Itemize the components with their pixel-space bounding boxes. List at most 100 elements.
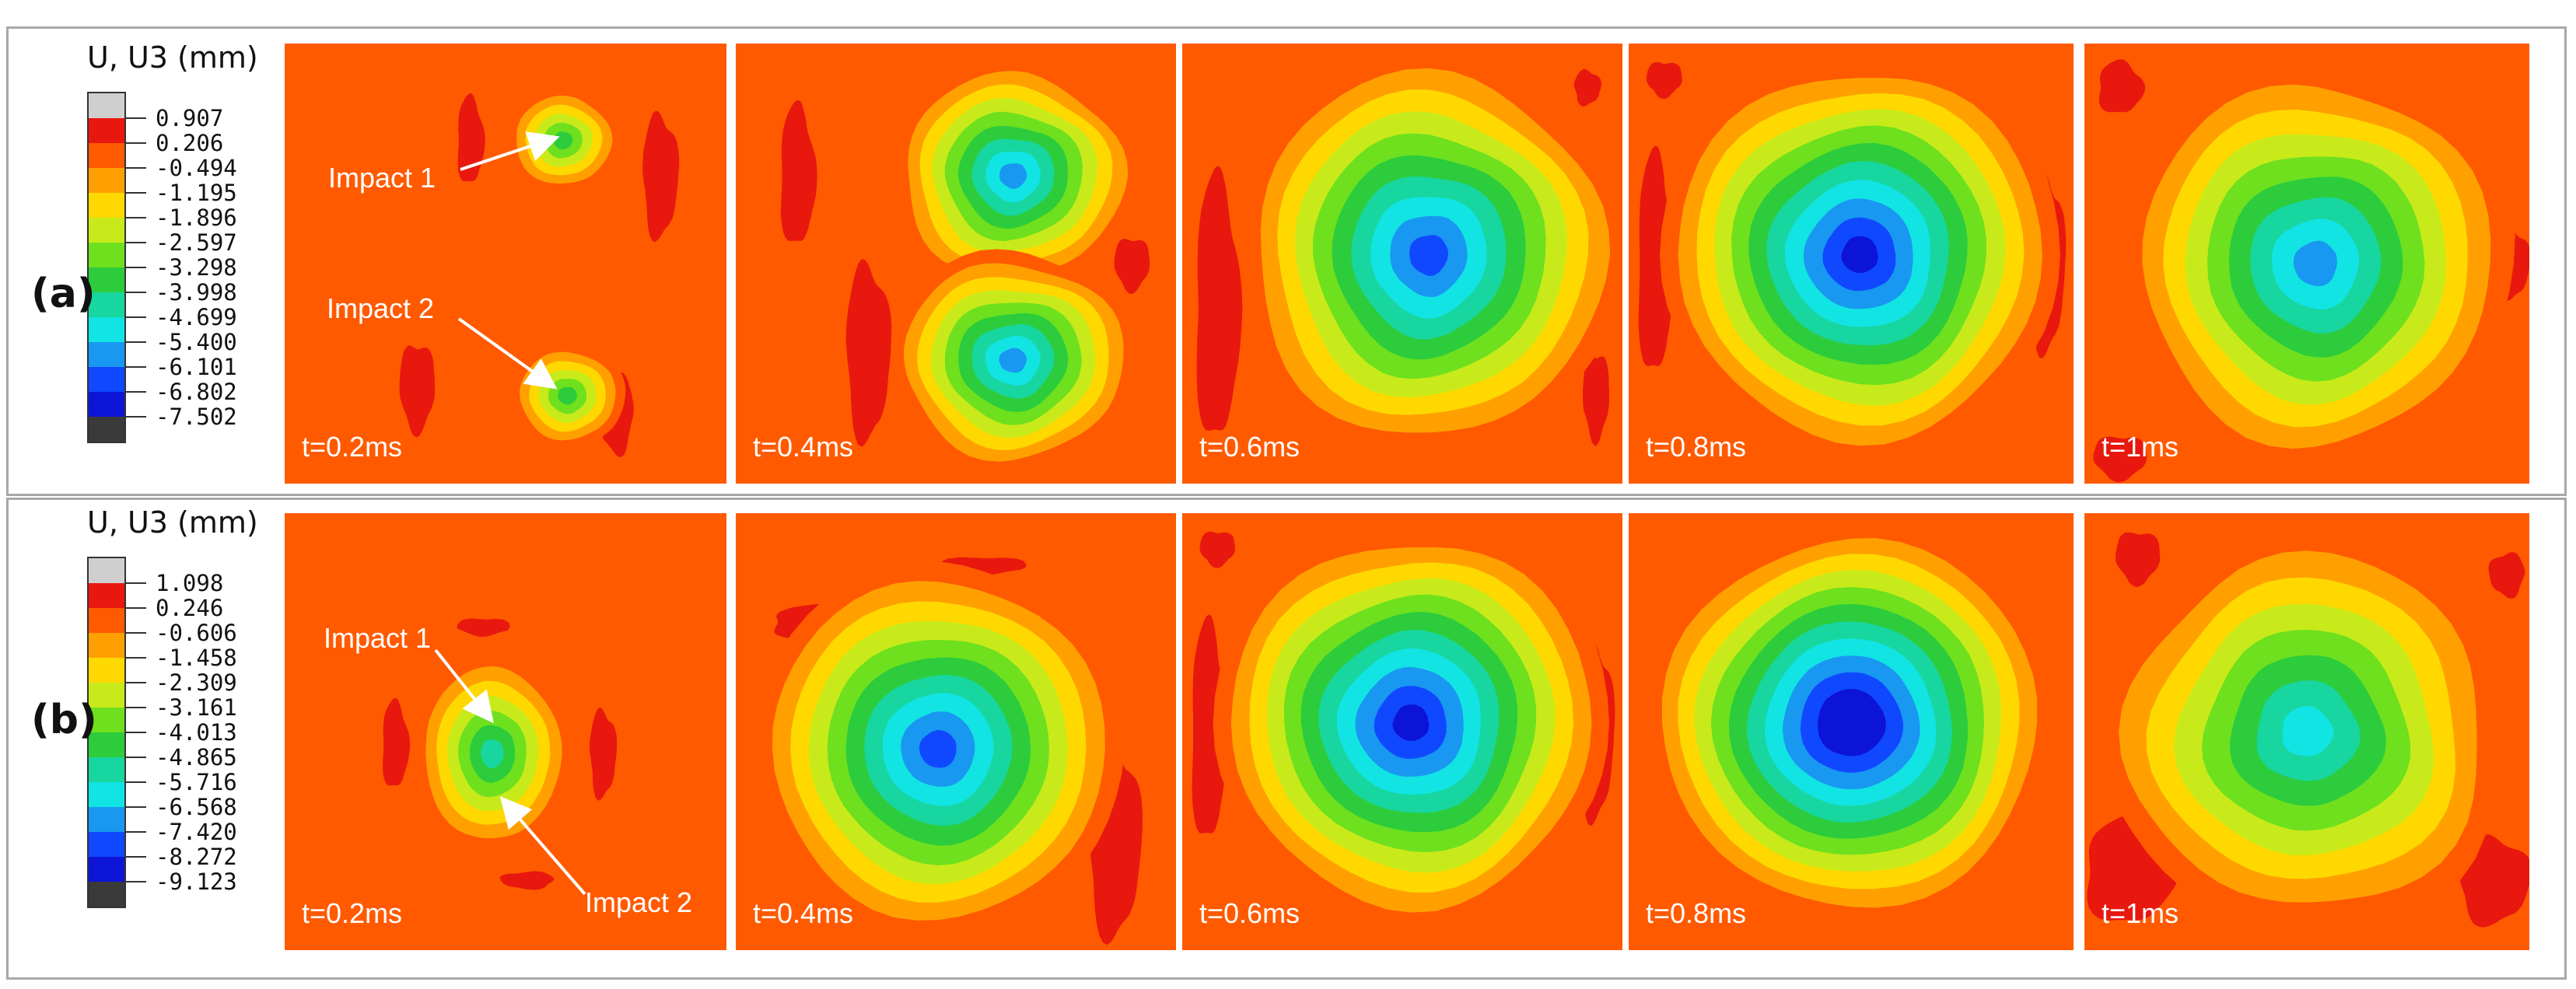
contour-plot xyxy=(1629,44,2074,484)
legend-swatch xyxy=(89,807,124,832)
contour-panel-a-1: t=0.2ms xyxy=(285,44,726,484)
red-lobe xyxy=(1646,61,1682,100)
contour-plot xyxy=(736,44,1176,484)
legend-tick xyxy=(124,632,146,634)
legend-tick xyxy=(124,757,146,758)
contour-panel-b-4: t=0.8ms xyxy=(1629,513,2074,950)
legend-swatch xyxy=(89,342,124,367)
annotation-impact-2-a: Impact 2 xyxy=(327,292,435,324)
legend-swatch xyxy=(89,218,124,243)
legend-tick xyxy=(124,707,146,708)
time-label: t=0.4ms xyxy=(753,897,854,929)
legend-value: -3.298 xyxy=(156,254,237,281)
legend-value: -3.161 xyxy=(156,694,237,721)
legend-title-b: U, U3 (mm) xyxy=(87,505,258,540)
annotation-impact-1-a: Impact 1 xyxy=(328,162,436,194)
legend-value: -6.802 xyxy=(156,379,237,405)
contour-band xyxy=(999,348,1027,373)
contour-plot xyxy=(2084,513,2529,950)
legend-value: -5.716 xyxy=(156,769,237,795)
time-label: t=0.6ms xyxy=(1199,897,1300,929)
contour-plot xyxy=(1182,44,1622,484)
red-lobe xyxy=(1114,239,1150,295)
annotation-impact-1-b: Impact 1 xyxy=(324,622,432,654)
legend-value: -9.123 xyxy=(156,868,237,895)
contour-band xyxy=(2282,705,2334,757)
contour-plot xyxy=(285,44,726,484)
legend-tick xyxy=(124,831,146,833)
legend-swatch xyxy=(89,243,124,267)
contour-plot xyxy=(736,513,1176,950)
red-lobe xyxy=(589,708,618,801)
red-lobe xyxy=(2116,532,2161,587)
legend-swatch xyxy=(89,118,124,143)
legend-tick xyxy=(124,292,146,293)
contour-band xyxy=(1392,704,1430,741)
legend-tick xyxy=(124,142,146,144)
legend-tick xyxy=(124,341,146,343)
contour-plot xyxy=(1182,513,1622,950)
legend-tick xyxy=(124,682,146,683)
legend-tick xyxy=(124,242,146,243)
legend-value: 0.907 xyxy=(156,105,224,131)
red-lobe xyxy=(1573,68,1601,107)
contour-panel-a-2: t=0.4ms xyxy=(736,44,1176,484)
legend-value: -1.458 xyxy=(156,645,237,671)
contour-band xyxy=(1409,235,1448,276)
contour-panel-b-2: t=0.4ms xyxy=(736,513,1176,950)
legend-tick xyxy=(124,391,146,393)
legend-tick xyxy=(124,607,146,609)
red-lobe xyxy=(2459,834,2529,928)
contour-band xyxy=(481,739,504,769)
contour-band xyxy=(999,163,1027,189)
contour-band xyxy=(1834,705,1869,740)
legend-swatch xyxy=(89,367,124,392)
legend-tick xyxy=(124,192,146,194)
legend-value: -1.896 xyxy=(156,204,237,231)
contour-panel-a-3: t=0.6ms xyxy=(1182,44,1622,484)
legend-tick xyxy=(124,366,146,368)
legend-tick xyxy=(124,217,146,218)
red-lobe xyxy=(2488,552,2525,599)
contour-panel-b-3: t=0.6ms xyxy=(1182,513,1622,950)
contour-plot xyxy=(1629,513,2074,950)
red-lobe xyxy=(2093,436,2147,483)
legend-tick xyxy=(124,732,146,733)
legend-swatch xyxy=(89,558,124,583)
plate-background xyxy=(285,44,726,484)
legend-swatch xyxy=(89,292,124,317)
red-lobe xyxy=(399,345,436,438)
time-label: t=0.8ms xyxy=(1646,431,1747,463)
contour-panel-b-5: t=1ms xyxy=(2084,513,2529,950)
legend-swatch xyxy=(89,832,124,857)
legend-value: 1.098 xyxy=(156,570,224,596)
red-lobe xyxy=(845,259,892,447)
contour-band xyxy=(919,729,957,768)
legend-swatch xyxy=(89,683,124,708)
legend-swatch xyxy=(89,583,124,608)
legend-value: 0.206 xyxy=(156,130,224,156)
legend-colorbar-b xyxy=(87,557,126,908)
legend-value: -4.699 xyxy=(156,304,237,330)
contour-band xyxy=(558,387,578,405)
legend-swatch xyxy=(89,857,124,882)
legend-tick xyxy=(124,316,146,318)
legend-value: -7.502 xyxy=(156,404,237,430)
legend-tick xyxy=(124,267,146,268)
time-label: t=1ms xyxy=(2102,897,2179,929)
contour-panel-a-5: t=1ms xyxy=(2084,44,2529,484)
time-label: t=1ms xyxy=(2102,431,2179,463)
legend-swatch xyxy=(89,168,124,193)
red-lobe xyxy=(457,618,510,638)
contour-band xyxy=(1841,236,1878,273)
red-lobe xyxy=(642,110,680,243)
legend-value: -8.272 xyxy=(156,844,237,870)
legend-swatch xyxy=(89,658,124,683)
legend-value: -0.606 xyxy=(156,620,237,646)
legend-swatch xyxy=(89,708,124,732)
time-label: t=0.4ms xyxy=(753,431,854,463)
legend-swatch xyxy=(89,782,124,807)
contour-panel-b-1: t=0.2ms xyxy=(285,513,726,950)
legend-value: -2.309 xyxy=(156,669,237,696)
time-label: t=0.2ms xyxy=(302,897,403,929)
